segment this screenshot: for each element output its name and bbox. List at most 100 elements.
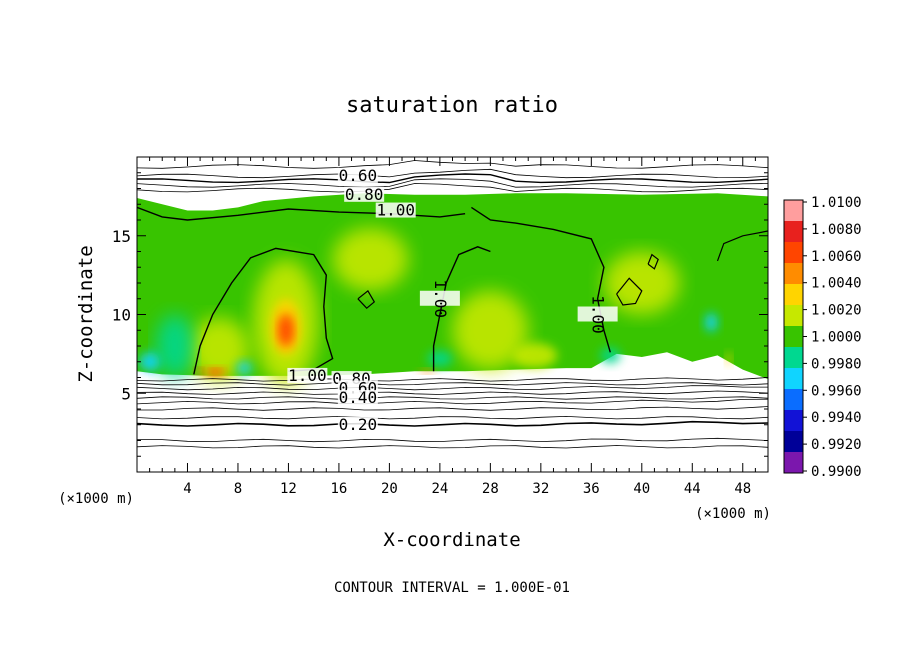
chart-title: saturation ratio xyxy=(346,93,558,118)
contour-label-bg xyxy=(337,416,378,432)
lower-contour xyxy=(137,406,768,411)
contour-label: 1.00 xyxy=(431,279,450,318)
hotspot xyxy=(419,369,435,374)
x-axis-label: X-coordinate xyxy=(383,529,520,551)
green-saturation-band xyxy=(137,193,768,386)
colorbar-swatch xyxy=(784,263,803,285)
y-tick-label: 15 xyxy=(112,227,131,246)
x-tick-label: 20 xyxy=(381,481,398,497)
lower-contour xyxy=(137,398,768,405)
field-blob xyxy=(704,312,718,332)
colorbar-label: 1.0040 xyxy=(811,276,862,292)
x-tick-label: 24 xyxy=(431,481,448,497)
field-blob xyxy=(600,347,621,364)
contour-1p00-top xyxy=(137,206,466,221)
y-tick-label: 5 xyxy=(121,384,131,403)
contour-label-bg xyxy=(375,202,416,218)
lower-contour xyxy=(137,396,768,400)
colorbar-swatch xyxy=(784,284,803,306)
lower-contour xyxy=(137,415,768,420)
contour-1p00-right-edge xyxy=(716,230,768,262)
colorbar-swatch xyxy=(784,410,803,432)
contour-label: 0.60 xyxy=(339,166,378,185)
x-unit-left: (×1000 m) xyxy=(58,491,134,507)
field-blob xyxy=(188,317,250,381)
lower-contour xyxy=(137,437,768,443)
y-tick-label: 10 xyxy=(112,306,131,325)
contour-label: 0.20 xyxy=(339,415,378,434)
contour-1p00-mid xyxy=(432,246,491,372)
colorbar-label: 0.9940 xyxy=(811,410,862,426)
contour-label-bg xyxy=(419,290,460,306)
lower-contour xyxy=(137,382,768,386)
x-tick-label: 48 xyxy=(734,481,751,497)
colorbar-swatch xyxy=(784,389,803,411)
colorbar-label: 1.0080 xyxy=(811,222,862,238)
x-tick-label: 4 xyxy=(183,481,191,497)
x-tick-label: 40 xyxy=(633,481,650,497)
x-unit-right: (×1000 m) xyxy=(695,506,771,522)
lower-contour xyxy=(137,390,768,395)
contour-1p00-loop xyxy=(616,277,643,306)
upper-contour xyxy=(137,178,768,188)
colorbar-swatch xyxy=(784,221,803,243)
colorbar-swatch xyxy=(784,347,803,369)
lower-contour xyxy=(137,385,768,391)
hotspot xyxy=(195,368,202,374)
contour-label: 1.00 xyxy=(376,201,415,220)
colorbar-swatch xyxy=(784,242,803,264)
hotspot xyxy=(208,369,222,375)
x-tick-label: 16 xyxy=(330,481,347,497)
field-blob xyxy=(452,290,529,370)
contour-1p00-loop xyxy=(647,253,659,270)
x-tick-label: 32 xyxy=(532,481,549,497)
colorbar-label: 0.9980 xyxy=(811,356,862,372)
supersaturation-hotspots xyxy=(195,316,732,376)
x-axis-ticks: 4 8 12 16 20 24 28 32 36 40 44 48 xyxy=(149,157,756,497)
colorbar-swatch xyxy=(784,326,803,348)
field-blob xyxy=(511,342,558,369)
plot-field xyxy=(137,157,768,472)
colorbar-swatch xyxy=(784,200,803,222)
colorbar-label: 1.0100 xyxy=(811,195,862,211)
contour-label-bg xyxy=(337,389,378,405)
y-axis-label: Z-coordinate xyxy=(75,245,97,382)
contour-label: 0.40 xyxy=(339,388,378,407)
colorbar-swatch xyxy=(784,431,803,453)
field-blob xyxy=(236,361,252,375)
colorbar-label: 0.9960 xyxy=(811,383,862,399)
colorbar-label: 0.9920 xyxy=(811,437,862,453)
field-blob xyxy=(139,352,160,372)
contour-label-bg xyxy=(337,167,378,183)
contour-label-bg xyxy=(577,306,618,322)
contour-label-group: 0.600.801.001.00 1.001.00 0.800.600.400.20 xyxy=(287,166,618,434)
x-tick-label: 8 xyxy=(234,481,242,497)
colorbar-label: 1.0060 xyxy=(811,249,862,265)
lower-contour xyxy=(137,377,768,382)
colorbar: 1.0100 1.0080 1.0060 1.0040 1.0020 1.0000 0.99… xyxy=(783,195,862,480)
colorbar-swatch xyxy=(784,368,803,390)
colorbar-swatch xyxy=(784,452,803,474)
x-tick-label: 44 xyxy=(684,481,701,497)
lower-contour xyxy=(137,420,768,427)
contour-label-bg xyxy=(287,367,328,383)
colorbar-label: 1.0000 xyxy=(811,330,862,346)
upper-contour xyxy=(137,160,768,169)
colorbar-label: 0.9900 xyxy=(811,464,862,480)
contour-1p00-left xyxy=(193,247,334,375)
contour-label: 1.00 xyxy=(288,366,327,385)
hotspot xyxy=(726,353,732,365)
x-tick-label: 36 xyxy=(583,481,600,497)
contour-label-bg xyxy=(344,186,385,202)
x-tick-label: 12 xyxy=(280,481,297,497)
field-blob xyxy=(427,350,453,367)
hotspot xyxy=(280,316,292,345)
contour-1p00-loop xyxy=(357,290,376,310)
contour-interval-note: CONTOUR INTERVAL = 1.000E-01 xyxy=(334,580,570,596)
colorbar-label: 1.0020 xyxy=(811,303,862,319)
upper-contour xyxy=(137,183,768,193)
x-tick-label: 28 xyxy=(482,481,499,497)
contour-lines xyxy=(137,160,768,449)
field-blob xyxy=(603,251,680,315)
